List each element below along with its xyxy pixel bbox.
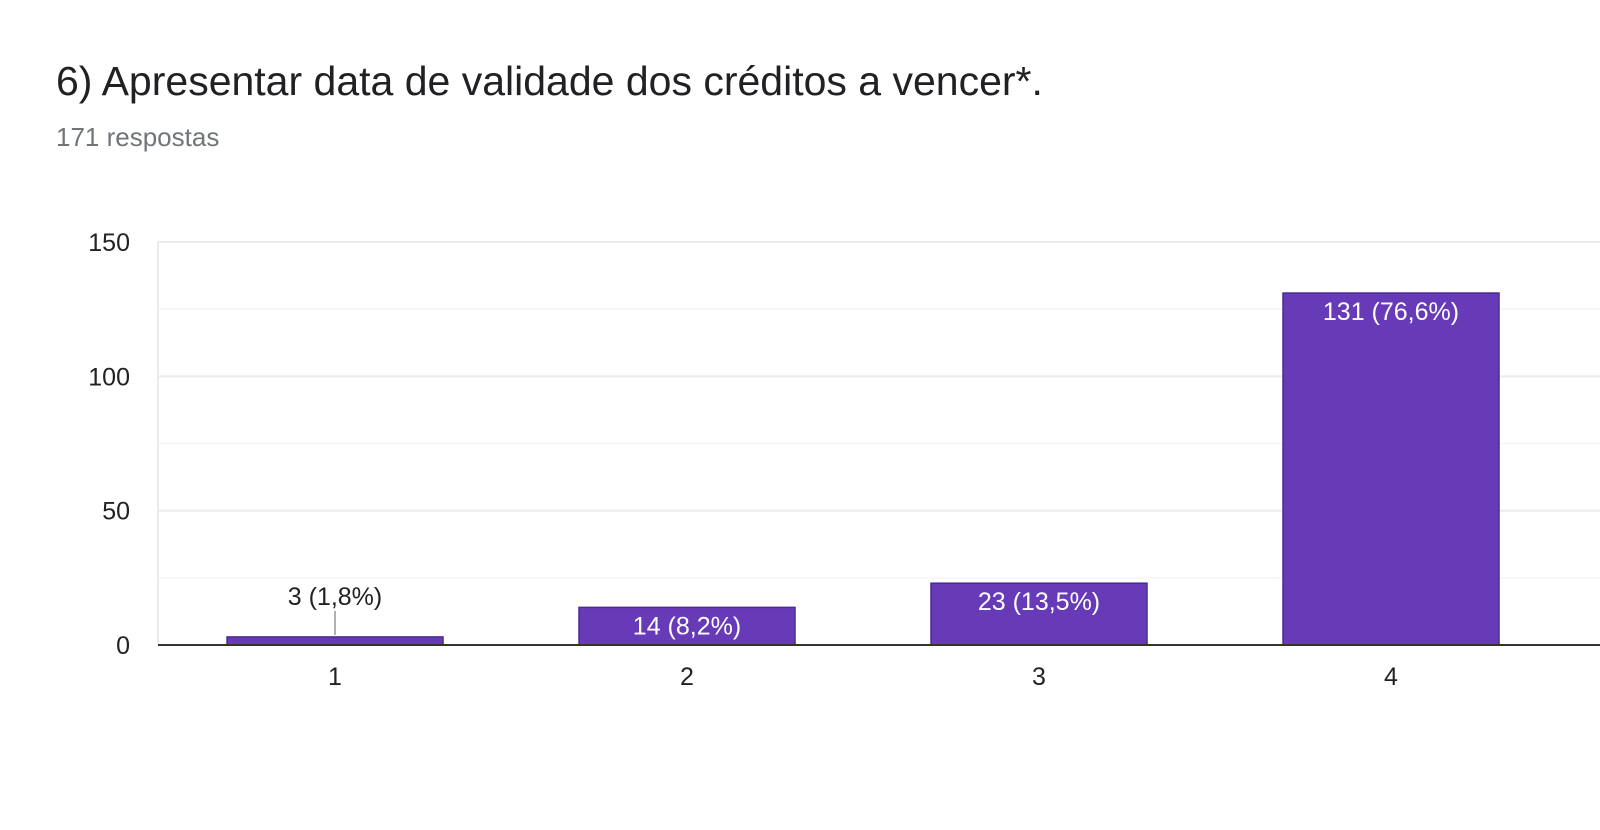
data-label: 3 (1,8%) [288,583,382,611]
y-tick-label: 150 [88,229,130,257]
data-label: 23 (13,5%) [978,588,1100,616]
data-label: 131 (76,6%) [1323,298,1459,326]
y-tick-label: 100 [88,363,130,391]
y-tick-label: 50 [102,498,130,526]
x-tick-label: 1 [328,663,342,691]
y-tick-label: 0 [116,632,130,660]
x-tick-label: 2 [680,663,694,691]
bar-4 [1282,292,1500,646]
x-tick-label: 3 [1032,663,1046,691]
chart-title: 6) Apresentar data de validade dos crédi… [56,58,1043,104]
response-count: 171 respostas [56,122,220,152]
data-label: 14 (8,2%) [633,612,741,640]
bar-1 [226,636,444,646]
bar-3 [930,582,1148,646]
x-tick-label: 4 [1384,663,1398,691]
